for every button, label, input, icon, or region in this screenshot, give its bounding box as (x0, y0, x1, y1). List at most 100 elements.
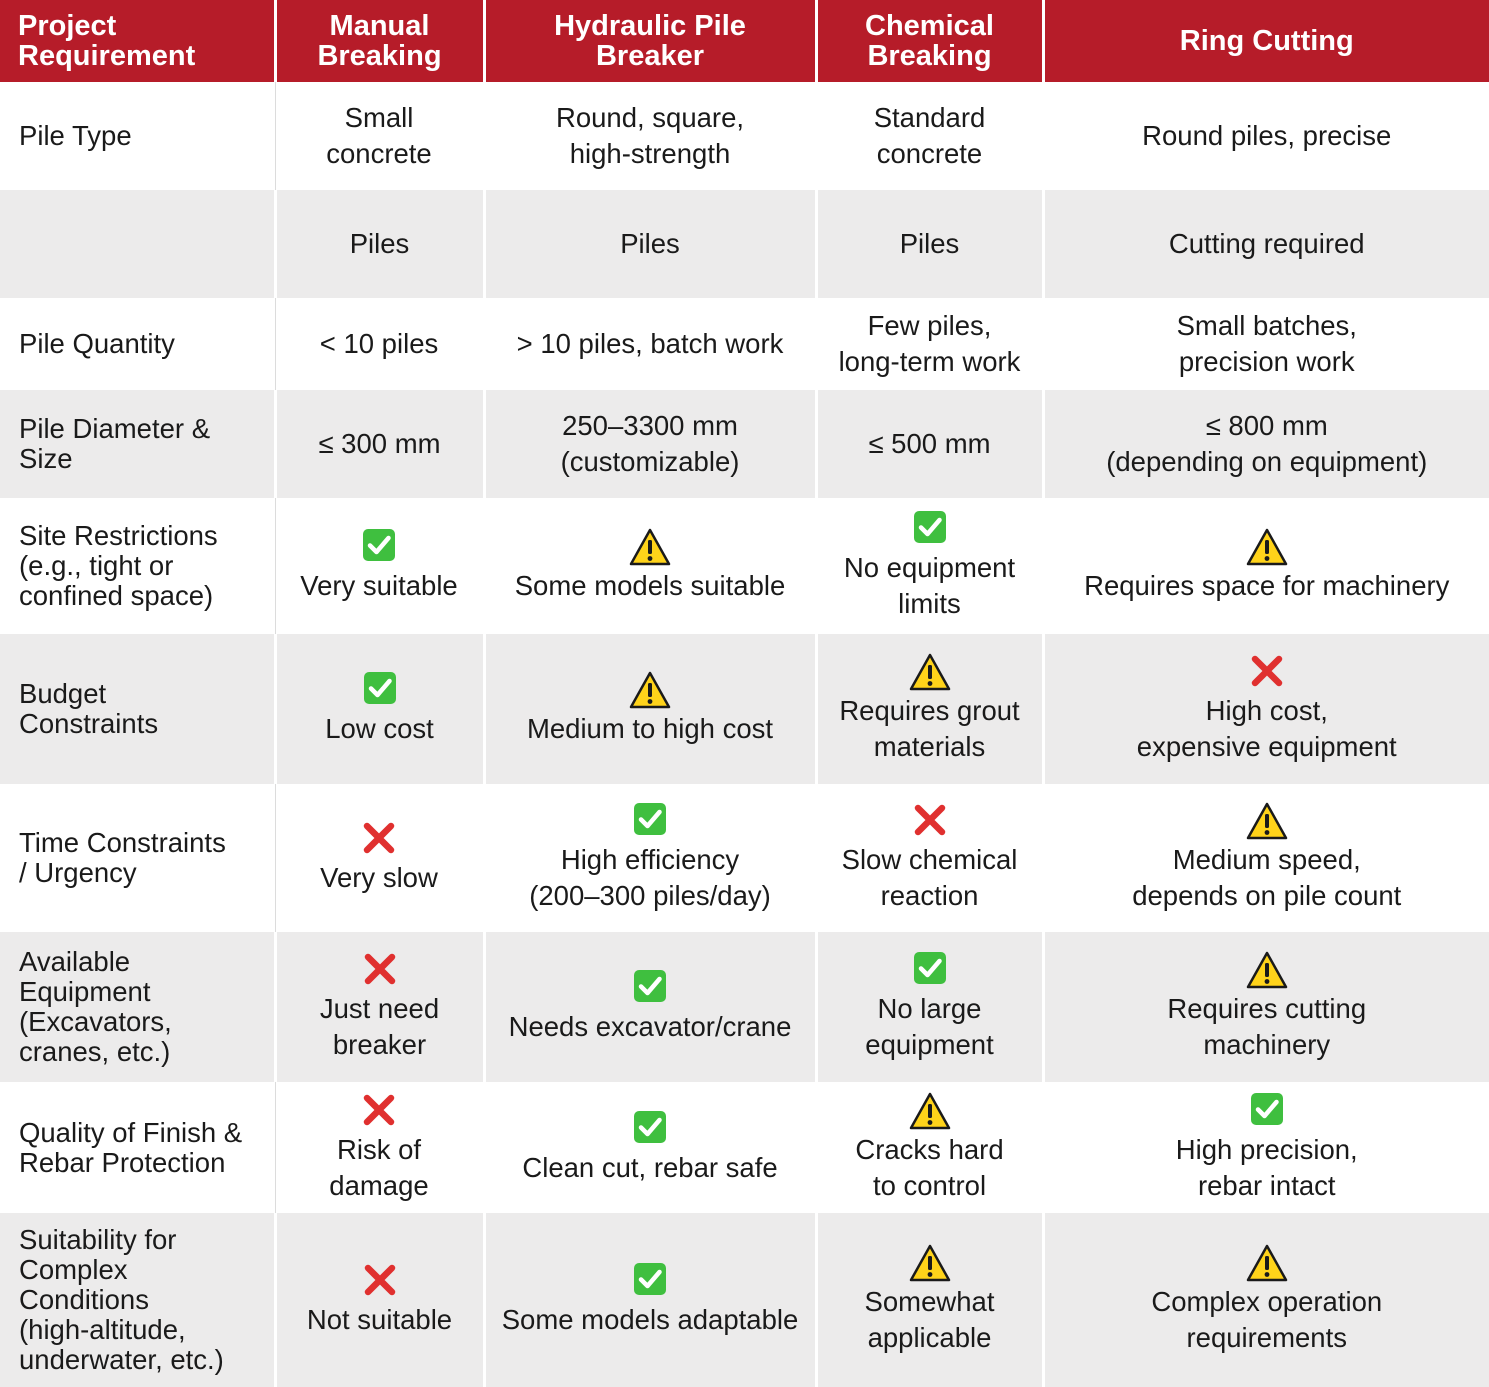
cell-text: Standard concrete (873, 102, 986, 169)
cell-text: Some models adaptable (501, 1304, 799, 1335)
cell-chemical-breaking: No equipment limits (815, 498, 1045, 634)
check-icon (282, 528, 477, 568)
cell-text: Very suitable (300, 570, 458, 601)
warning-icon (1051, 802, 1484, 842)
row-label: Time Constraints / Urgency (0, 784, 276, 932)
cell-ring-cutting: Requires cutting machinery (1043, 932, 1489, 1082)
cell-hydraulic-pile-breaker: > 10 piles, batch work (483, 298, 818, 390)
cross-icon (282, 820, 477, 860)
warning-icon (824, 1092, 1036, 1132)
cell-hydraulic-pile-breaker: Round, square, high-strength (483, 82, 818, 190)
cell-text: Round piles, precise (1142, 120, 1392, 151)
cell-text: Requires grout materials (839, 695, 1020, 762)
cell-ring-cutting: Complex operation requirements (1043, 1213, 1489, 1387)
cell-text: Low cost (325, 713, 434, 744)
table-row: Time Constraints / Urgency Very slow High … (0, 784, 1489, 932)
cross-icon (824, 802, 1036, 842)
warning-icon (1051, 528, 1484, 568)
table-row: Suitability for Complex Conditions (high… (0, 1213, 1489, 1387)
cross-icon (1051, 653, 1484, 693)
cell-ring-cutting: Round piles, precise (1042, 82, 1489, 190)
warning-icon (1051, 1244, 1484, 1284)
cell-manual-breaking: < 10 piles (274, 298, 486, 390)
row-label: Budget Constraints (0, 634, 277, 784)
cell-text: No equipment limits (843, 552, 1016, 619)
cell-hydraulic-pile-breaker: Clean cut, rebar safe (483, 1082, 818, 1213)
cell-text: Piles (899, 228, 960, 259)
header-manual-breaking: Manual Breaking (275, 0, 486, 82)
cell-text: Round, square, high-strength (555, 102, 745, 169)
cell-text: Slow chemical reaction (841, 844, 1018, 911)
cell-text: Clean cut, rebar safe (522, 1151, 778, 1183)
cell-text: Requires space for machinery (1084, 570, 1450, 601)
table-row: Quality of Finish & Rebar Protection Risk… (0, 1082, 1489, 1213)
cell-text: Medium to high cost (526, 713, 774, 744)
check-icon (492, 969, 809, 1009)
cell-chemical-breaking: Few piles, long-term work (815, 298, 1045, 390)
table-row: Budget Constraints Low cost Medium to high… (0, 634, 1489, 784)
cross-icon (282, 1092, 477, 1132)
check-icon (283, 671, 477, 711)
header-ring-cutting: Ring Cutting (1043, 0, 1489, 82)
cell-text: Not suitable (306, 1304, 453, 1335)
cross-icon (283, 1262, 477, 1302)
cell-chemical-breaking: No large equipment (816, 932, 1045, 1082)
cell-chemical-breaking: Requires grout materials (816, 634, 1045, 784)
row-label: Available Equipment (Excavators, cranes,… (0, 932, 277, 1082)
cell-chemical-breaking: Slow chemical reaction (815, 784, 1045, 932)
cell-manual-breaking: Very suitable (274, 498, 486, 634)
cell-text: Small concrete (326, 102, 432, 169)
cell-text: Requires cutting machinery (1167, 993, 1367, 1060)
cell-text: Needs excavator/crane (508, 1011, 792, 1042)
header-row: Project Requirement Manual Breaking Hydr… (0, 0, 1489, 82)
cell-manual-breaking: Risk of damage (274, 1082, 486, 1213)
row-label: Suitability for Complex Conditions (high… (0, 1213, 277, 1387)
table-row: Pile Type Small concrete Round, square, hi… (0, 82, 1489, 190)
cell-text: Small batches, precision work (1176, 310, 1357, 377)
check-icon (492, 1110, 809, 1150)
cell-manual-breaking: Piles (275, 190, 486, 298)
cell-text: ≤ 800 mm (depending on equipment) (1106, 410, 1428, 477)
table-row: Piles Piles Piles Cutting required (0, 190, 1489, 298)
cell-hydraulic-pile-breaker: Some models adaptable (484, 1213, 818, 1387)
cell-manual-breaking: ≤ 300 mm (275, 390, 486, 498)
cell-text: Somewhat applicable (864, 1286, 995, 1353)
cell-text: ≤ 500 mm (868, 428, 991, 459)
cell-chemical-breaking: ≤ 500 mm (816, 390, 1045, 498)
table-row: Pile Quantity < 10 piles > 10 piles, batch… (0, 298, 1489, 390)
cell-ring-cutting: Medium speed, depends on pile count (1042, 784, 1489, 932)
cell-text: High efficiency (200–300 piles/day) (529, 844, 771, 911)
cell-hydraulic-pile-breaker: High efficiency (200–300 piles/day) (483, 784, 818, 932)
row-label: Pile Diameter & Size (0, 390, 277, 498)
cell-manual-breaking: Small concrete (274, 82, 486, 190)
cell-text: No large equipment (865, 993, 994, 1060)
row-label: Site Restrictions (e.g., tight or confin… (0, 498, 276, 634)
row-label: Quality of Finish & Rebar Protection (0, 1082, 276, 1213)
check-icon (1051, 1092, 1484, 1132)
cell-text: < 10 piles (319, 328, 439, 359)
cell-hydraulic-pile-breaker: Needs excavator/crane (484, 932, 818, 1082)
cell-text: Some models suitable (514, 570, 786, 601)
header-project-requirement: Project Requirement (0, 0, 277, 82)
warning-icon (492, 671, 809, 711)
cell-text: Just need breaker (319, 993, 440, 1060)
cell-chemical-breaking: Somewhat applicable (816, 1213, 1045, 1387)
header-chemical-breaking: Chemical Breaking (816, 0, 1045, 82)
cell-ring-cutting: High cost, expensive equipment (1043, 634, 1489, 784)
cell-text: Medium speed, depends on pile count (1132, 844, 1402, 911)
cell-hydraulic-pile-breaker: 250–3300 mm (customizable) (484, 390, 818, 498)
cell-text: High precision, rebar intact (1175, 1133, 1358, 1201)
cell-text: Cracks hard to control (855, 1133, 1004, 1201)
row-label (0, 190, 277, 298)
cell-chemical-breaking: Piles (816, 190, 1045, 298)
warning-icon (824, 653, 1036, 693)
warning-icon (492, 528, 809, 568)
table-row: Available Equipment (Excavators, cranes,… (0, 932, 1489, 1082)
cell-text: ≤ 300 mm (318, 428, 441, 459)
table-row: Site Restrictions (e.g., tight or confin… (0, 498, 1489, 634)
cell-text: Cutting required (1168, 228, 1365, 259)
cell-manual-breaking: Very slow (274, 784, 486, 932)
cell-manual-breaking: Just need breaker (275, 932, 486, 1082)
cell-text: Risk of damage (329, 1133, 429, 1201)
